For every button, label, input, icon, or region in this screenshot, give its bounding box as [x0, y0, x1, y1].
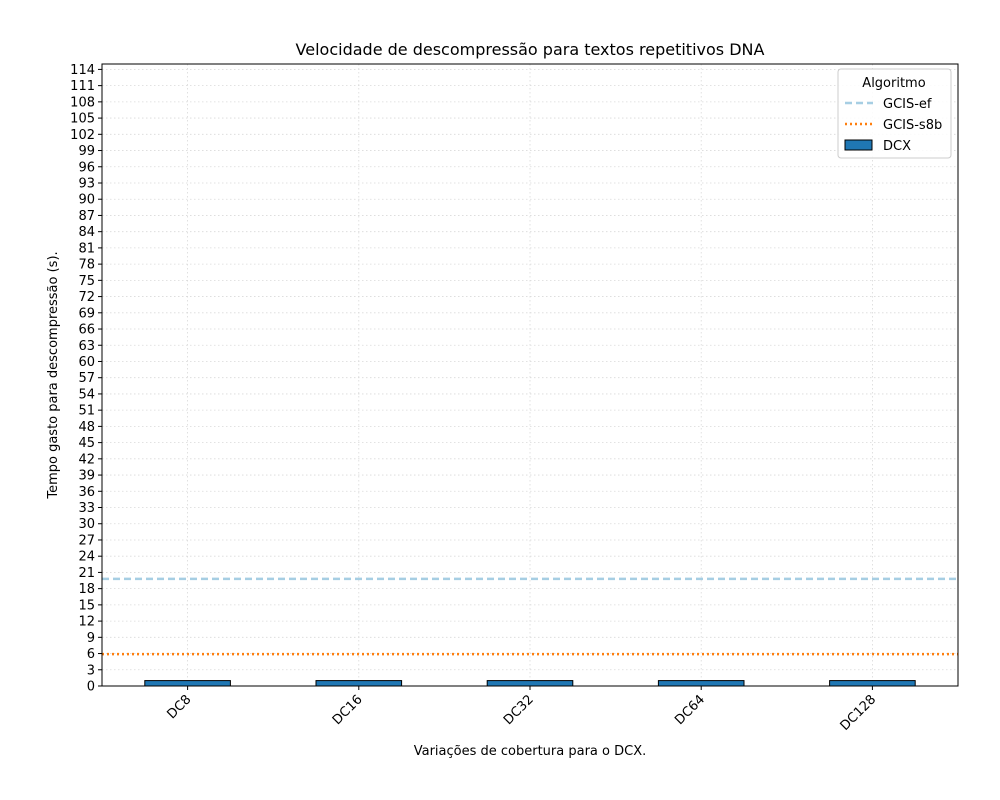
y-tick-label: 42 — [78, 452, 95, 467]
y-tick-label: 30 — [78, 517, 95, 532]
y-tick-label: 102 — [70, 128, 95, 143]
y-tick-label: 108 — [70, 95, 95, 110]
y-tick-label: 84 — [78, 225, 95, 240]
y-tick-label: 39 — [78, 469, 95, 484]
y-tick-label: 45 — [78, 436, 95, 451]
y-tick-label: 69 — [78, 306, 95, 321]
bar-dcx-dc128 — [829, 680, 916, 687]
y-tick-label: 87 — [78, 209, 95, 224]
y-tick-label: 33 — [78, 501, 95, 516]
y-tick-label: 72 — [78, 290, 95, 305]
legend-label-gcis-s8b: GCIS-s8b — [883, 118, 942, 133]
y-tick-label: 18 — [78, 582, 95, 597]
y-tick-label: 75 — [78, 274, 95, 289]
legend-label-dcx: DCX — [883, 139, 911, 154]
y-tick-label: 57 — [78, 371, 95, 386]
y-tick-label: 63 — [78, 339, 95, 354]
bar-dcx-dc32 — [486, 680, 574, 687]
y-tick-label: 21 — [78, 566, 95, 581]
y-tick-label: 60 — [78, 355, 95, 370]
legend-title: Algoritmo — [862, 76, 925, 91]
y-tick-label: 114 — [70, 63, 95, 78]
x-axis-label: Variações de cobertura para o DCX. — [414, 744, 647, 759]
chart-title: Velocidade de descompressão para textos … — [296, 40, 765, 59]
y-tick-label: 93 — [78, 176, 95, 191]
y-tick-label: 96 — [78, 160, 95, 175]
legend-box — [837, 68, 952, 159]
y-tick-label: 78 — [78, 258, 95, 273]
y-tick-label: 27 — [78, 533, 95, 548]
y-tick-label: 54 — [78, 387, 95, 402]
y-tick-label: 24 — [78, 550, 95, 565]
y-tick-label: 105 — [70, 112, 95, 127]
y-tick-label: 66 — [78, 323, 95, 338]
y-tick-label: 90 — [78, 193, 95, 208]
y-tick-label: 9 — [87, 631, 95, 646]
legend-label-gcis-ef: GCIS-ef — [883, 97, 932, 112]
legend: Algoritmo GCIS-ef GCIS-s8b DCX — [837, 68, 952, 159]
grid — [102, 64, 958, 687]
y-tick-label: 99 — [78, 144, 95, 159]
y-tick-label: 48 — [78, 420, 95, 435]
y-tick-label: 0 — [87, 680, 95, 695]
y-tick-label: 12 — [78, 615, 95, 630]
y-axis-label: Tempo gasto para descompressão (s). — [46, 251, 61, 499]
bar-dcx-dc64 — [657, 680, 745, 687]
bar-dcx-dc8 — [144, 680, 231, 687]
legend-swatch-dcx — [844, 139, 873, 151]
y-tick-label: 6 — [87, 647, 95, 662]
y-tick-label: 51 — [78, 404, 95, 419]
bar-dcx-dc16 — [315, 680, 403, 687]
y-tick-label: 15 — [78, 598, 95, 613]
y-tick-label: 36 — [78, 485, 95, 500]
y-tick-label: 3 — [87, 663, 95, 678]
y-tick-label: 111 — [70, 79, 95, 94]
y-tick-label: 81 — [78, 241, 95, 256]
y-axis: 0369121518212427303336394245485154576063… — [70, 63, 102, 695]
